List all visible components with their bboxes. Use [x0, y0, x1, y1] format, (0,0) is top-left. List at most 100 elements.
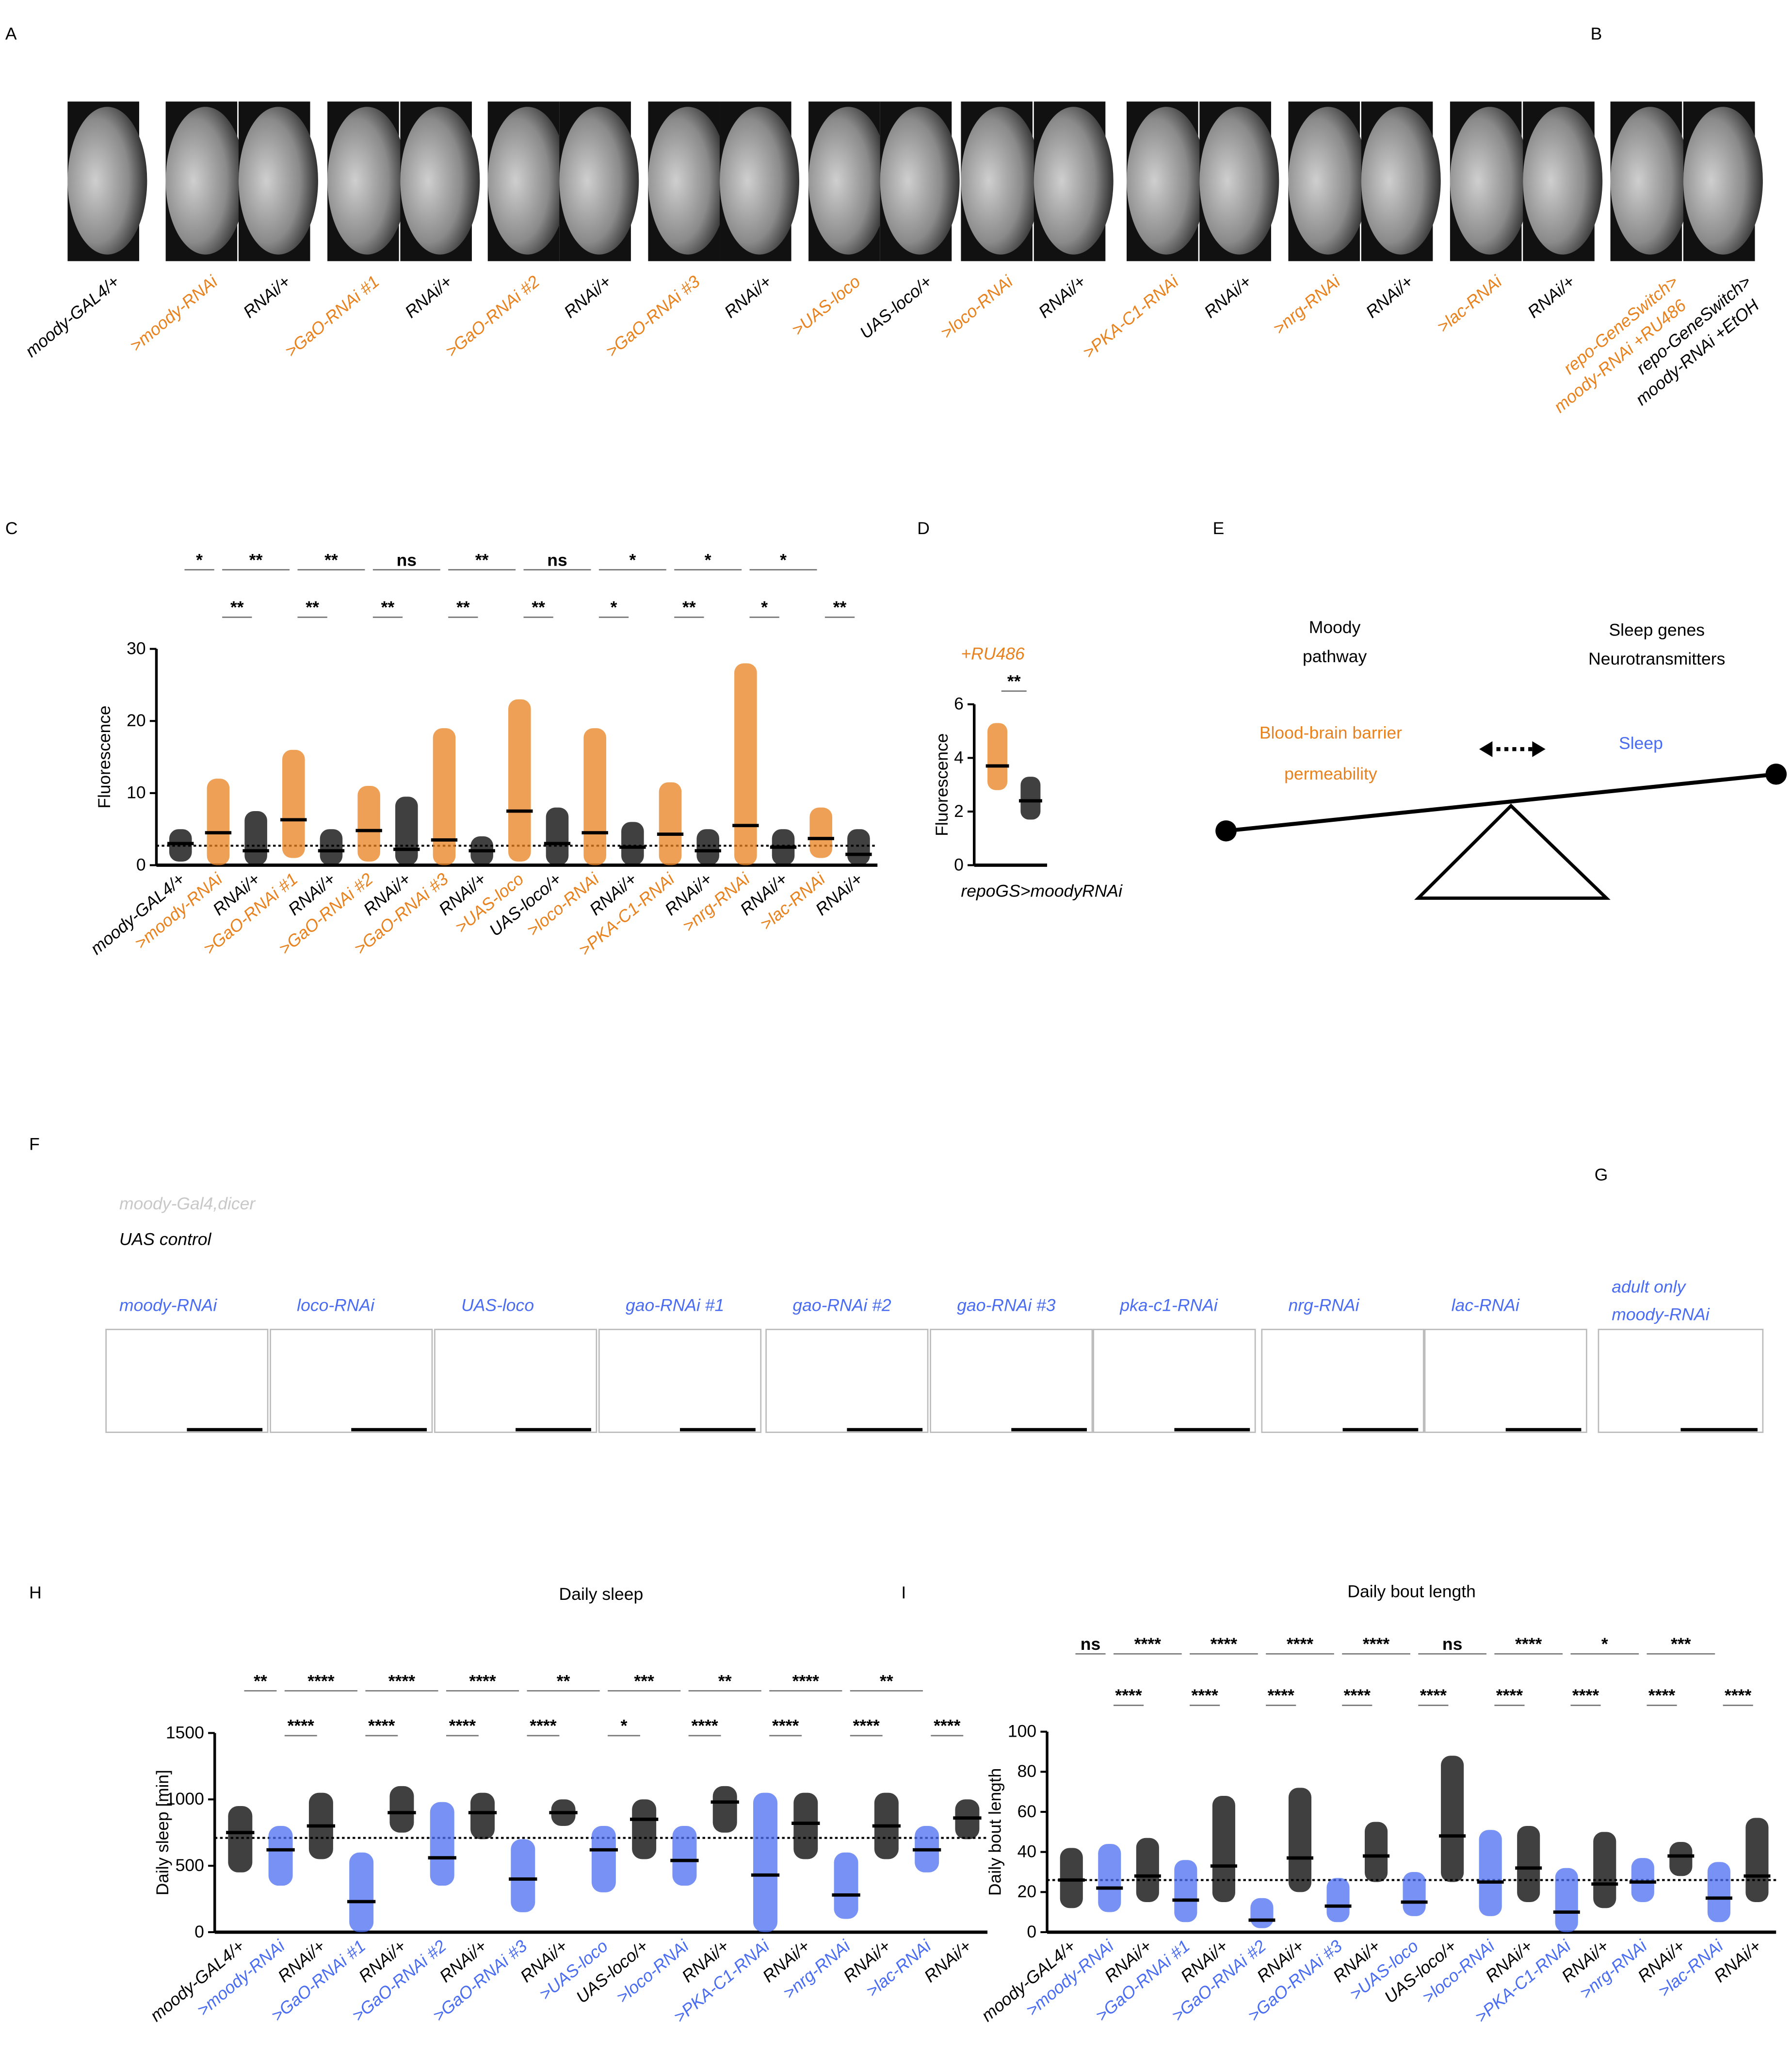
micrograph-eye: [1033, 107, 1114, 255]
profile-title: moody-RNAi: [1612, 1305, 1710, 1324]
genotype-label: >lac-RNAi: [1433, 271, 1506, 336]
dot-cloud: [1441, 1756, 1464, 1882]
significance-label: ****: [368, 1716, 395, 1736]
y-tick-label: 60: [1017, 1802, 1037, 1821]
significance-label: ****: [307, 1671, 334, 1691]
significance-label: **: [456, 598, 470, 617]
diagram-text: Neurotransmitters: [1588, 649, 1725, 668]
profile-frame: [765, 1329, 929, 1433]
genotype-label: RNAi/+: [1034, 272, 1089, 322]
y-axis-label: Daily sleep [min]: [153, 1770, 172, 1895]
seesaw-end: [1215, 820, 1237, 842]
micrograph-eye: [1361, 107, 1441, 255]
y-tick-label: 0: [194, 1922, 204, 1941]
micrograph-eye: [400, 107, 480, 255]
profile-title: nrg-RNAi: [1288, 1296, 1359, 1315]
micrograph-eye: [165, 107, 245, 255]
dot-cloud: [1479, 1830, 1502, 1916]
dot-cloud: [1098, 1844, 1121, 1912]
genotype-label: >loco-RNAi: [937, 271, 1017, 342]
genotype-label: RNAi/+: [1200, 272, 1255, 322]
y-tick-label: 2: [954, 801, 964, 821]
dot-cloud: [809, 807, 833, 858]
genotype-label: >GaO-RNAi #3: [602, 272, 704, 361]
genotype-label: >nrg-RNAi: [1269, 271, 1344, 338]
significance-label: **: [381, 598, 395, 617]
genotype-label: UAS-loco/+: [856, 272, 936, 342]
significance-label: ****: [792, 1671, 819, 1691]
seesaw-end: [1765, 764, 1787, 785]
genotype-label: RNAi/+: [721, 272, 775, 322]
genotype-label: >GaO-RNAi #1: [281, 272, 383, 361]
significance-label: ****: [1287, 1634, 1313, 1654]
micrograph-eye: [1610, 107, 1690, 255]
dot-cloud: [1707, 1862, 1730, 1922]
micrograph-eye: [720, 107, 799, 255]
significance-label: ns: [397, 550, 417, 570]
significance-label: ****: [388, 1671, 415, 1691]
significance-label: *: [1601, 1634, 1608, 1654]
significance-label: ****: [1572, 1686, 1599, 1705]
y-tick-label: 0: [136, 855, 146, 874]
y-tick-label: 1000: [166, 1789, 204, 1808]
dot-cloud: [1517, 1825, 1540, 1902]
genotype-label: RNAi/+: [560, 272, 615, 322]
dot-cloud: [659, 782, 682, 865]
dot-cloud: [1745, 1818, 1769, 1902]
significance-label: **: [254, 1671, 267, 1691]
genotype-label: RNAi/+: [1524, 272, 1579, 322]
profile-frame: [1093, 1329, 1256, 1433]
dot-cloud: [753, 1792, 777, 1932]
micrograph-eye: [487, 107, 567, 255]
micrograph-eye: [808, 107, 888, 255]
significance-label: **: [306, 598, 319, 617]
significance-label: ****: [530, 1716, 556, 1736]
micrograph-eye: [238, 107, 318, 255]
dot-cloud: [793, 1792, 818, 1859]
significance-label: *: [761, 598, 768, 617]
dot-cloud: [987, 723, 1008, 790]
dot-cloud: [228, 1806, 253, 1873]
panel-label: H: [29, 1583, 42, 1602]
significance-label: **: [324, 550, 338, 570]
chart-title: Daily sleep: [559, 1584, 644, 1604]
significance-label: *: [705, 550, 711, 570]
dot-cloud: [847, 829, 870, 865]
significance-label: ****: [449, 1716, 476, 1736]
significance-label: **: [1007, 672, 1021, 691]
dot-cloud: [1631, 1858, 1654, 1902]
x-axis-label: repoGS>moodyRNAi: [961, 881, 1123, 901]
y-tick-label: 4: [954, 748, 964, 767]
diagram-text: Sleep genes: [1609, 620, 1705, 640]
dot-cloud: [349, 1852, 374, 1932]
significance-label: *: [611, 598, 617, 617]
profile-title: gao-RNAi #3: [957, 1296, 1056, 1315]
significance-label: **: [833, 598, 847, 617]
dot-cloud: [712, 1786, 737, 1833]
significance-label: **: [880, 1671, 893, 1691]
genotype-label: RNAi/+: [1362, 272, 1417, 322]
panel-label: C: [5, 519, 18, 538]
dot-cloud: [672, 1826, 697, 1886]
significance-label: ****: [853, 1716, 880, 1736]
dot-cloud: [1288, 1788, 1312, 1892]
significance-label: ***: [634, 1671, 654, 1691]
panel-label: I: [901, 1583, 906, 1602]
y-tick-label: 80: [1017, 1761, 1037, 1781]
y-tick-label: 0: [1027, 1922, 1036, 1941]
dot-cloud: [320, 829, 343, 865]
micrograph-eye: [1127, 107, 1207, 255]
y-axis-label: Daily bout length: [985, 1768, 1004, 1896]
significance-label: **: [230, 598, 244, 617]
dot-cloud: [1364, 1822, 1388, 1882]
dot-cloud: [1250, 1898, 1274, 1928]
micrograph-eye: [1288, 107, 1368, 255]
dot-cloud: [621, 822, 644, 865]
panel-label: E: [1213, 519, 1225, 538]
significance-label: *: [196, 550, 203, 570]
significance-label: ****: [1725, 1686, 1751, 1705]
legend-entry: UAS control: [119, 1230, 212, 1249]
genotype-label: moody-GAL4/+: [21, 272, 123, 361]
significance-label: ns: [1442, 1634, 1462, 1654]
